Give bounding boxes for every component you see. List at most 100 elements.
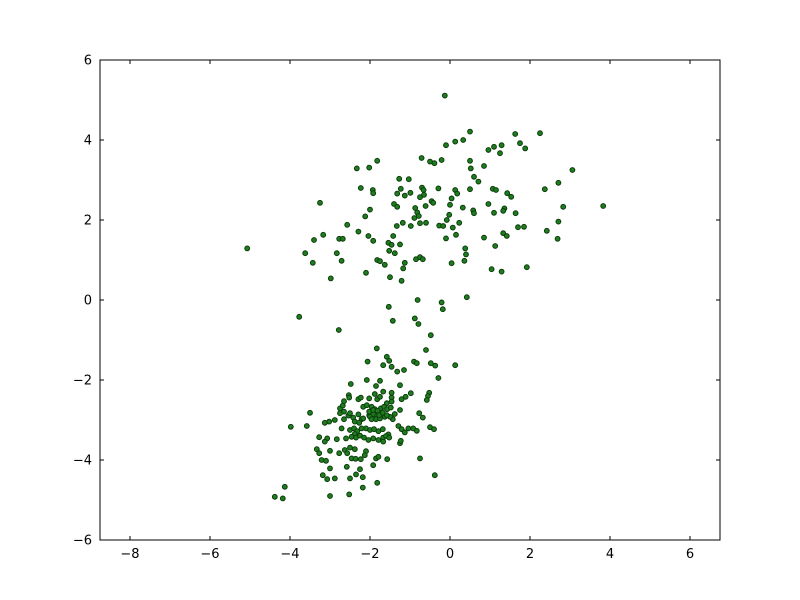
scatter-point <box>333 436 340 443</box>
scatter-point <box>397 437 404 444</box>
scatter-point <box>366 395 373 402</box>
scatter-point <box>508 193 515 200</box>
scatter-point <box>498 268 505 275</box>
scatter-point <box>303 423 310 429</box>
scatter-point <box>324 476 331 483</box>
scatter-point <box>365 233 372 239</box>
x-tick-label: 0 <box>446 547 454 562</box>
scatter-point <box>497 150 503 157</box>
scatter-point <box>452 362 459 369</box>
scatter-point <box>361 452 368 459</box>
scatter-point <box>344 221 351 228</box>
scatter-point <box>388 363 395 370</box>
scatter-point <box>331 417 338 423</box>
scatter-point <box>515 224 521 231</box>
scatter-point <box>555 179 562 186</box>
scatter-point <box>386 357 393 364</box>
scatter-point <box>435 185 442 192</box>
scatter-point <box>344 450 351 457</box>
scatter-point <box>427 360 434 367</box>
scatter-point <box>388 389 395 396</box>
scatter-point <box>463 251 469 258</box>
scatter-point <box>385 303 392 310</box>
scatter-point <box>357 394 364 401</box>
scatter-point <box>537 130 543 137</box>
scatter-point <box>462 245 469 252</box>
scatter-point <box>307 409 313 416</box>
scatter-point <box>393 223 400 229</box>
scatter-point <box>435 375 442 381</box>
scatter-point <box>381 261 388 268</box>
scatter-point <box>355 411 362 418</box>
scatter-point <box>373 345 380 352</box>
scatter-point <box>386 434 393 441</box>
scatter-point <box>374 479 381 486</box>
scatter-point <box>386 247 393 254</box>
scatter-point <box>427 332 434 339</box>
scatter-point <box>417 455 423 462</box>
scatter-point <box>500 207 507 214</box>
scatter-point <box>357 466 363 473</box>
scatter-point <box>421 191 427 198</box>
scatter-point <box>415 321 422 327</box>
scatter-point <box>370 462 377 469</box>
x-tick-label: 2 <box>526 547 534 562</box>
scatter-point <box>353 165 360 172</box>
y-tick-label: 4 <box>84 134 92 149</box>
scatter-point <box>317 199 323 206</box>
scatter-point <box>388 398 395 405</box>
scatter-point <box>512 210 519 217</box>
scatter-point <box>338 425 345 432</box>
scatter-point <box>327 493 333 499</box>
scatter-point <box>373 383 379 389</box>
scatter-point <box>431 160 438 167</box>
scatter-point <box>419 414 426 421</box>
scatter-point <box>361 434 367 441</box>
scatter-point <box>377 258 383 265</box>
scatter-point <box>375 437 382 443</box>
scatter-point <box>387 404 394 411</box>
scatter-point <box>360 415 367 422</box>
scatter-point <box>331 475 338 482</box>
scatter-point <box>522 145 529 152</box>
scatter-point <box>346 491 353 498</box>
scatter-point <box>391 411 398 417</box>
scatter-point <box>411 215 418 221</box>
scatter-point <box>402 393 409 400</box>
scatter-point <box>321 419 328 426</box>
scatter-point <box>399 219 406 226</box>
scatter-point <box>452 138 459 145</box>
scatter-point <box>407 223 414 229</box>
scatter-point <box>359 484 366 491</box>
scatter-point <box>394 190 401 197</box>
scatter-point <box>355 228 362 235</box>
y-tick-label: −4 <box>73 454 92 469</box>
scatter-point <box>432 362 439 369</box>
scatter-point <box>430 199 437 206</box>
x-tick-label: −8 <box>120 547 139 562</box>
scatter-point <box>374 157 381 164</box>
scatter-point <box>485 201 492 207</box>
scatter-point <box>377 377 383 384</box>
scatter-point <box>335 327 342 333</box>
scatter-point <box>401 367 407 373</box>
scatter-point <box>367 206 373 213</box>
scatter-point <box>352 455 359 462</box>
scatter-point <box>379 426 386 433</box>
scatter-point <box>448 260 455 267</box>
scatter-point <box>431 426 437 433</box>
scatter-point <box>569 167 576 173</box>
scatter-point <box>481 163 487 169</box>
scatter-point <box>555 218 562 225</box>
scatter-point <box>485 147 492 153</box>
scatter-point <box>279 495 286 502</box>
scatter-point <box>365 437 372 443</box>
scatter-point <box>339 235 346 242</box>
scatter-point <box>460 137 467 143</box>
scatter-point <box>419 256 426 263</box>
scatter-point <box>375 453 382 460</box>
scatter-point <box>488 266 495 273</box>
scatter-point <box>481 234 487 241</box>
scatter-point <box>420 187 427 193</box>
